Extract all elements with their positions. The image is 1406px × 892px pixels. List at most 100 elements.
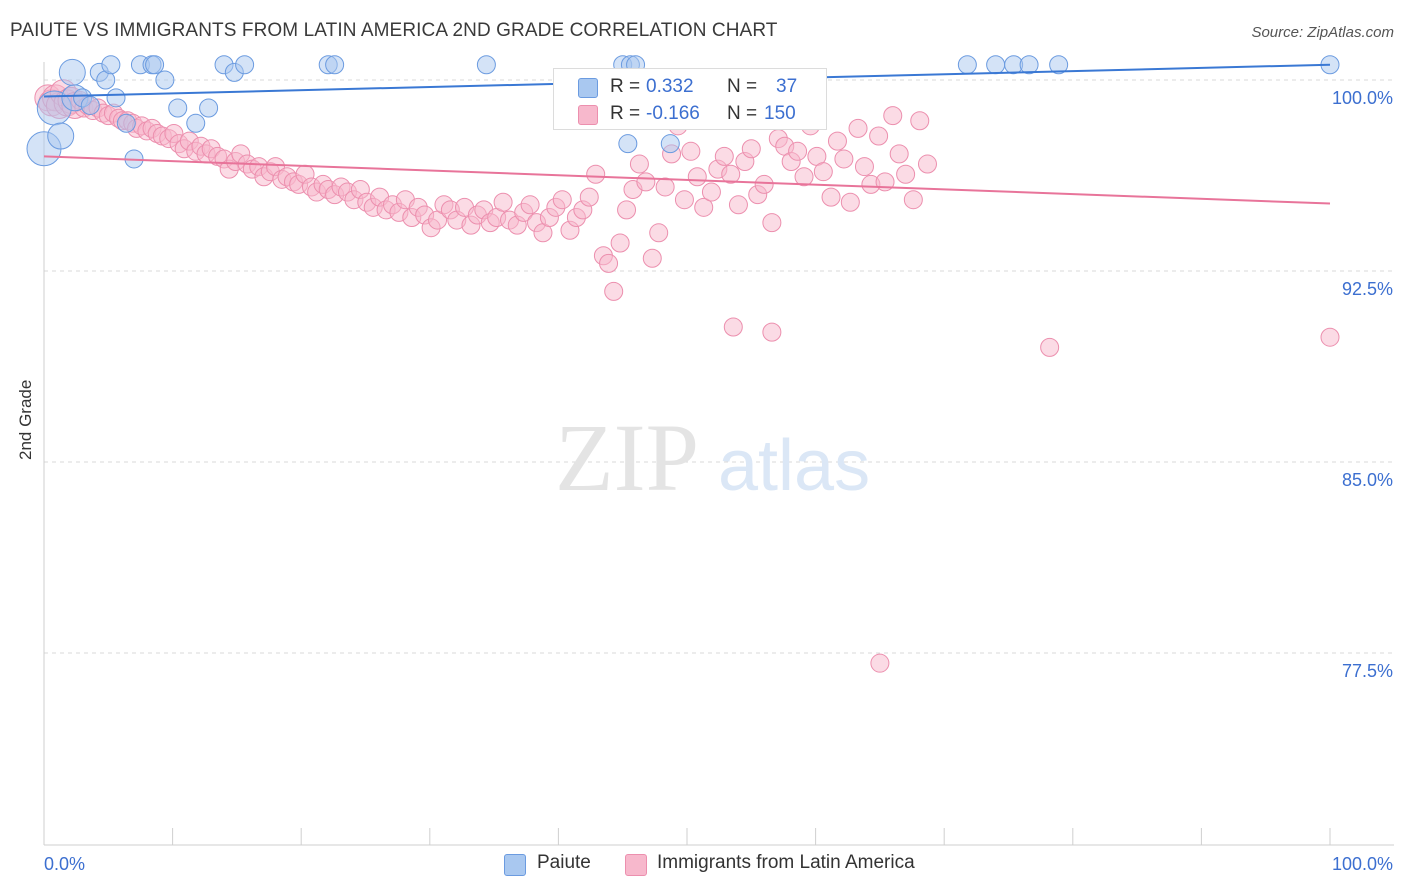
latin-point-150 [1320,327,1340,347]
watermark-zip: ZIP [555,404,699,511]
legend-row-paiute: R = 0.332 N = 37 [554,73,826,101]
legend-r-value-paiute: 0.332 [646,76,694,97]
watermark: ZIP atlas [555,404,870,511]
latin-point-121 [754,174,774,194]
latin-point-133 [834,149,854,169]
latin-point-148 [870,653,890,673]
latin-point-90 [552,190,572,210]
paiute-point-9 [101,55,121,75]
latin-point-115 [714,146,734,166]
y-tick-label-2: 85.0% [1342,470,1393,490]
paiute-point-29 [618,134,638,154]
latin-point-135 [848,118,868,138]
latin-point-104 [642,248,662,268]
legend-n-value-latin: 150 [764,103,796,124]
latin-point-127 [794,167,814,187]
latin-point-102 [629,154,649,174]
paiute-point-35 [1049,55,1069,75]
latin-point-94 [579,187,599,207]
paiute-point-24 [325,55,345,75]
latin-point-131 [821,187,841,207]
latin-point-117 [728,195,748,215]
latin-point-143 [903,190,923,210]
latin-point-99 [610,233,630,253]
latin-point-106 [655,177,675,197]
latin-point-141 [889,144,909,164]
y-axis-label: 2nd Grade [16,379,35,460]
paiute-point-11 [116,113,136,133]
legend-n-value-paiute: 37 [776,76,798,97]
legend-row-latin: R = -0.166 N = 150 [554,100,826,128]
paiute-point-6 [80,95,100,115]
latin-point-147 [762,322,782,342]
paiute-point-34 [1019,55,1039,75]
paiute-point-2 [47,122,75,150]
x-tick-label-0: 0.0% [44,854,85,874]
x-tick-label-1: 100.0% [1332,854,1393,874]
latin-point-146 [723,317,743,337]
latin-point-134 [840,192,860,212]
trend-line-latin [43,155,1331,205]
latin-point-109 [674,190,694,210]
paiute-point-17 [168,98,188,118]
latin-point-116 [721,164,741,184]
latin-point-122 [762,213,782,233]
legend-r-label: R = [610,103,641,124]
legend-n-label: N = [727,76,758,97]
latin-point-100 [617,200,637,220]
data-points [26,55,1340,673]
latin-point-85 [520,195,540,215]
latin-point-132 [827,131,847,151]
paiute-point-31 [957,55,977,75]
legend-swatch-paiute [578,78,598,98]
legend-r-label: R = [610,76,641,97]
latin-point-98 [604,281,624,301]
tick-labels: 100.0% 92.5% 85.0% 77.5% 0.0% 100.0% [44,88,1393,874]
paiute-point-18 [186,113,206,133]
latin-point-81 [493,192,513,212]
paiute-point-16 [155,70,175,90]
latin-point-145 [917,154,937,174]
latin-point-149 [1040,337,1060,357]
correlation-legend: R = 0.332 N = 37 R = -0.166 N = 150 [553,68,827,130]
latin-point-140 [883,106,903,126]
bottom-legend-swatch-paiute [504,854,526,876]
latin-point-144 [910,111,930,131]
paiute-point-22 [235,55,255,75]
watermark-atlas: atlas [718,426,870,506]
latin-point-95 [586,164,606,184]
axes [43,62,1394,846]
paiute-point-32 [986,55,1006,75]
legend-r-value-latin: -0.166 [646,103,700,124]
paiute-point-19 [199,98,219,118]
latin-point-119 [741,139,761,159]
latin-point-130 [813,162,833,182]
chart-title: PAIUTE VS IMMIGRANTS FROM LATIN AMERICA … [10,20,778,41]
latin-point-103 [636,172,656,192]
latin-point-126 [788,141,808,161]
legend-n-label: N = [727,103,758,124]
paiute-point-30 [660,134,680,154]
paiute-point-25 [476,55,496,75]
latin-point-113 [701,182,721,202]
latin-point-136 [854,157,874,177]
paiute-point-15 [145,55,165,75]
legend-swatch-latin [578,105,598,125]
y-tick-label-3: 77.5% [1342,661,1393,681]
paiute-point-10 [106,88,126,108]
latin-point-110 [681,141,701,161]
y-tick-label-0: 100.0% [1332,88,1393,108]
latin-point-112 [694,197,714,217]
bottom-legend-swatch-latin [625,854,647,876]
latin-point-105 [649,223,669,243]
bottom-legend-label-latin: Immigrants from Latin America [657,852,915,873]
bottom-legend-label-paiute: Paiute [537,852,591,873]
source-label: Source: ZipAtlas.com [1251,24,1394,41]
paiute-point-3 [58,58,86,86]
latin-point-97 [599,253,619,273]
y-tick-label-1: 92.5% [1342,279,1393,299]
latin-point-142 [896,164,916,184]
latin-point-138 [869,126,889,146]
latin-point-111 [687,167,707,187]
